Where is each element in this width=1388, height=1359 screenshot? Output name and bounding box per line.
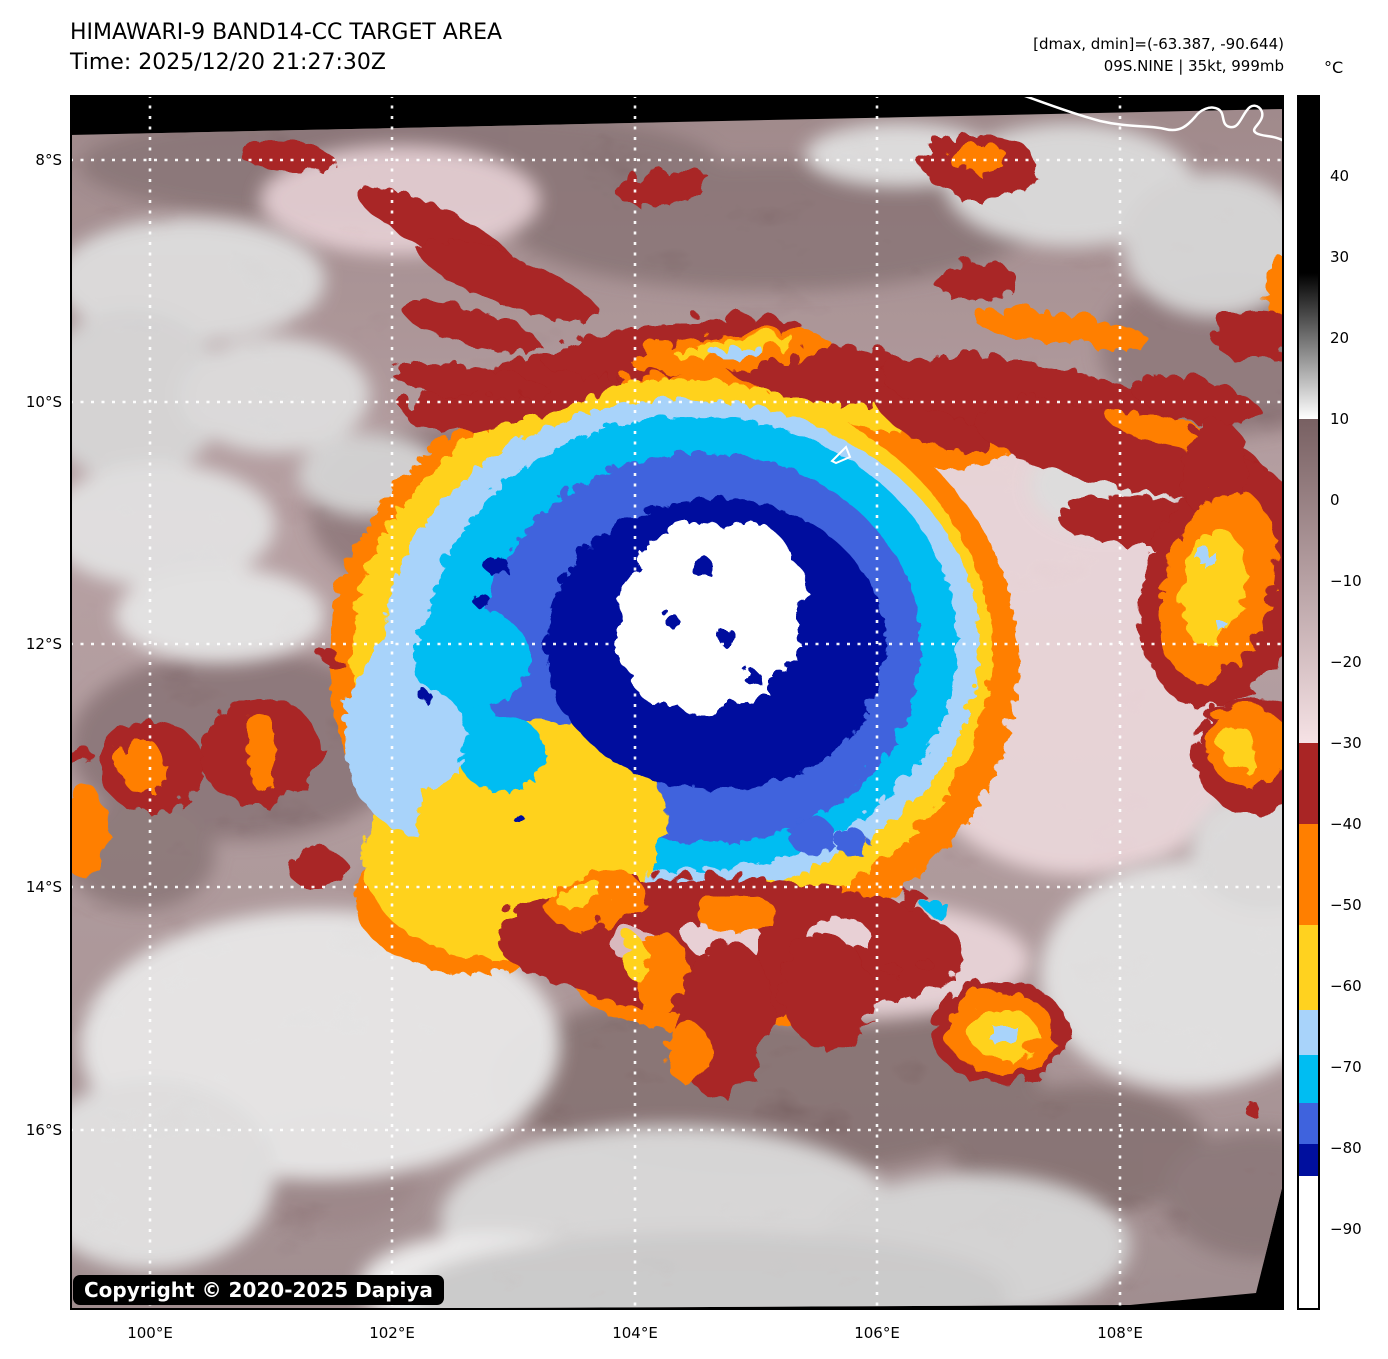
y-axis-label: 14°S (25, 878, 62, 896)
convective-band-fragments (70, 127, 1284, 1109)
colorbar-tick: 40 (1330, 167, 1350, 185)
colorbar (1297, 95, 1320, 1310)
x-axis-label: 104°E (612, 1324, 658, 1342)
colorbar-tick: −30 (1330, 734, 1362, 752)
colorbar-tick: −80 (1330, 1139, 1362, 1157)
colorbar-tick: −50 (1330, 896, 1362, 914)
y-axis-label: 8°S (35, 151, 62, 169)
dmax-dmin-readout: [dmax, dmin]=(-63.387, -90.644) (1033, 35, 1284, 53)
colorbar-tick: −20 (1330, 653, 1362, 671)
x-axis-label: 106°E (854, 1324, 900, 1342)
x-axis-label: 100°E (127, 1324, 173, 1342)
y-axis-label: 16°S (25, 1121, 62, 1139)
timestamp: Time: 2025/12/20 21:27:30Z (70, 50, 386, 75)
colorbar-scale (1297, 95, 1320, 1310)
colorbar-tick: 0 (1330, 491, 1340, 509)
graticule (70, 95, 1284, 1310)
x-axis-label: 102°E (369, 1324, 415, 1342)
colorbar-tick: −10 (1330, 572, 1362, 590)
coastline (1021, 93, 1285, 143)
colorbar-tick: −40 (1330, 815, 1362, 833)
page-title: HIMAWARI-9 BAND14-CC TARGET AREA (70, 20, 503, 45)
colorbar-unit-label: °C (1324, 58, 1344, 77)
colorbar-tick: −70 (1330, 1058, 1362, 1076)
copyright-badge: Copyright © 2020-2025 Dapiya (73, 1275, 444, 1305)
storm-readout: 09S.NINE | 35kt, 999mb (1103, 57, 1284, 75)
y-axis-label: 12°S (25, 635, 62, 653)
eye-marker-icon (830, 445, 852, 465)
colorbar-tick: −90 (1330, 1220, 1362, 1238)
satellite-image (70, 93, 1285, 1310)
satellite-map: Copyright © 2020-2025 Dapiya (70, 93, 1285, 1310)
colorbar-tick: −60 (1330, 977, 1362, 995)
colorbar-tick: 10 (1330, 410, 1350, 428)
map-border (70, 95, 1284, 1310)
colorbar-tick: 30 (1330, 248, 1350, 266)
colorbar-tick: 20 (1330, 329, 1350, 347)
y-axis-label: 10°S (25, 393, 62, 411)
x-axis-label: 108°E (1097, 1324, 1143, 1342)
